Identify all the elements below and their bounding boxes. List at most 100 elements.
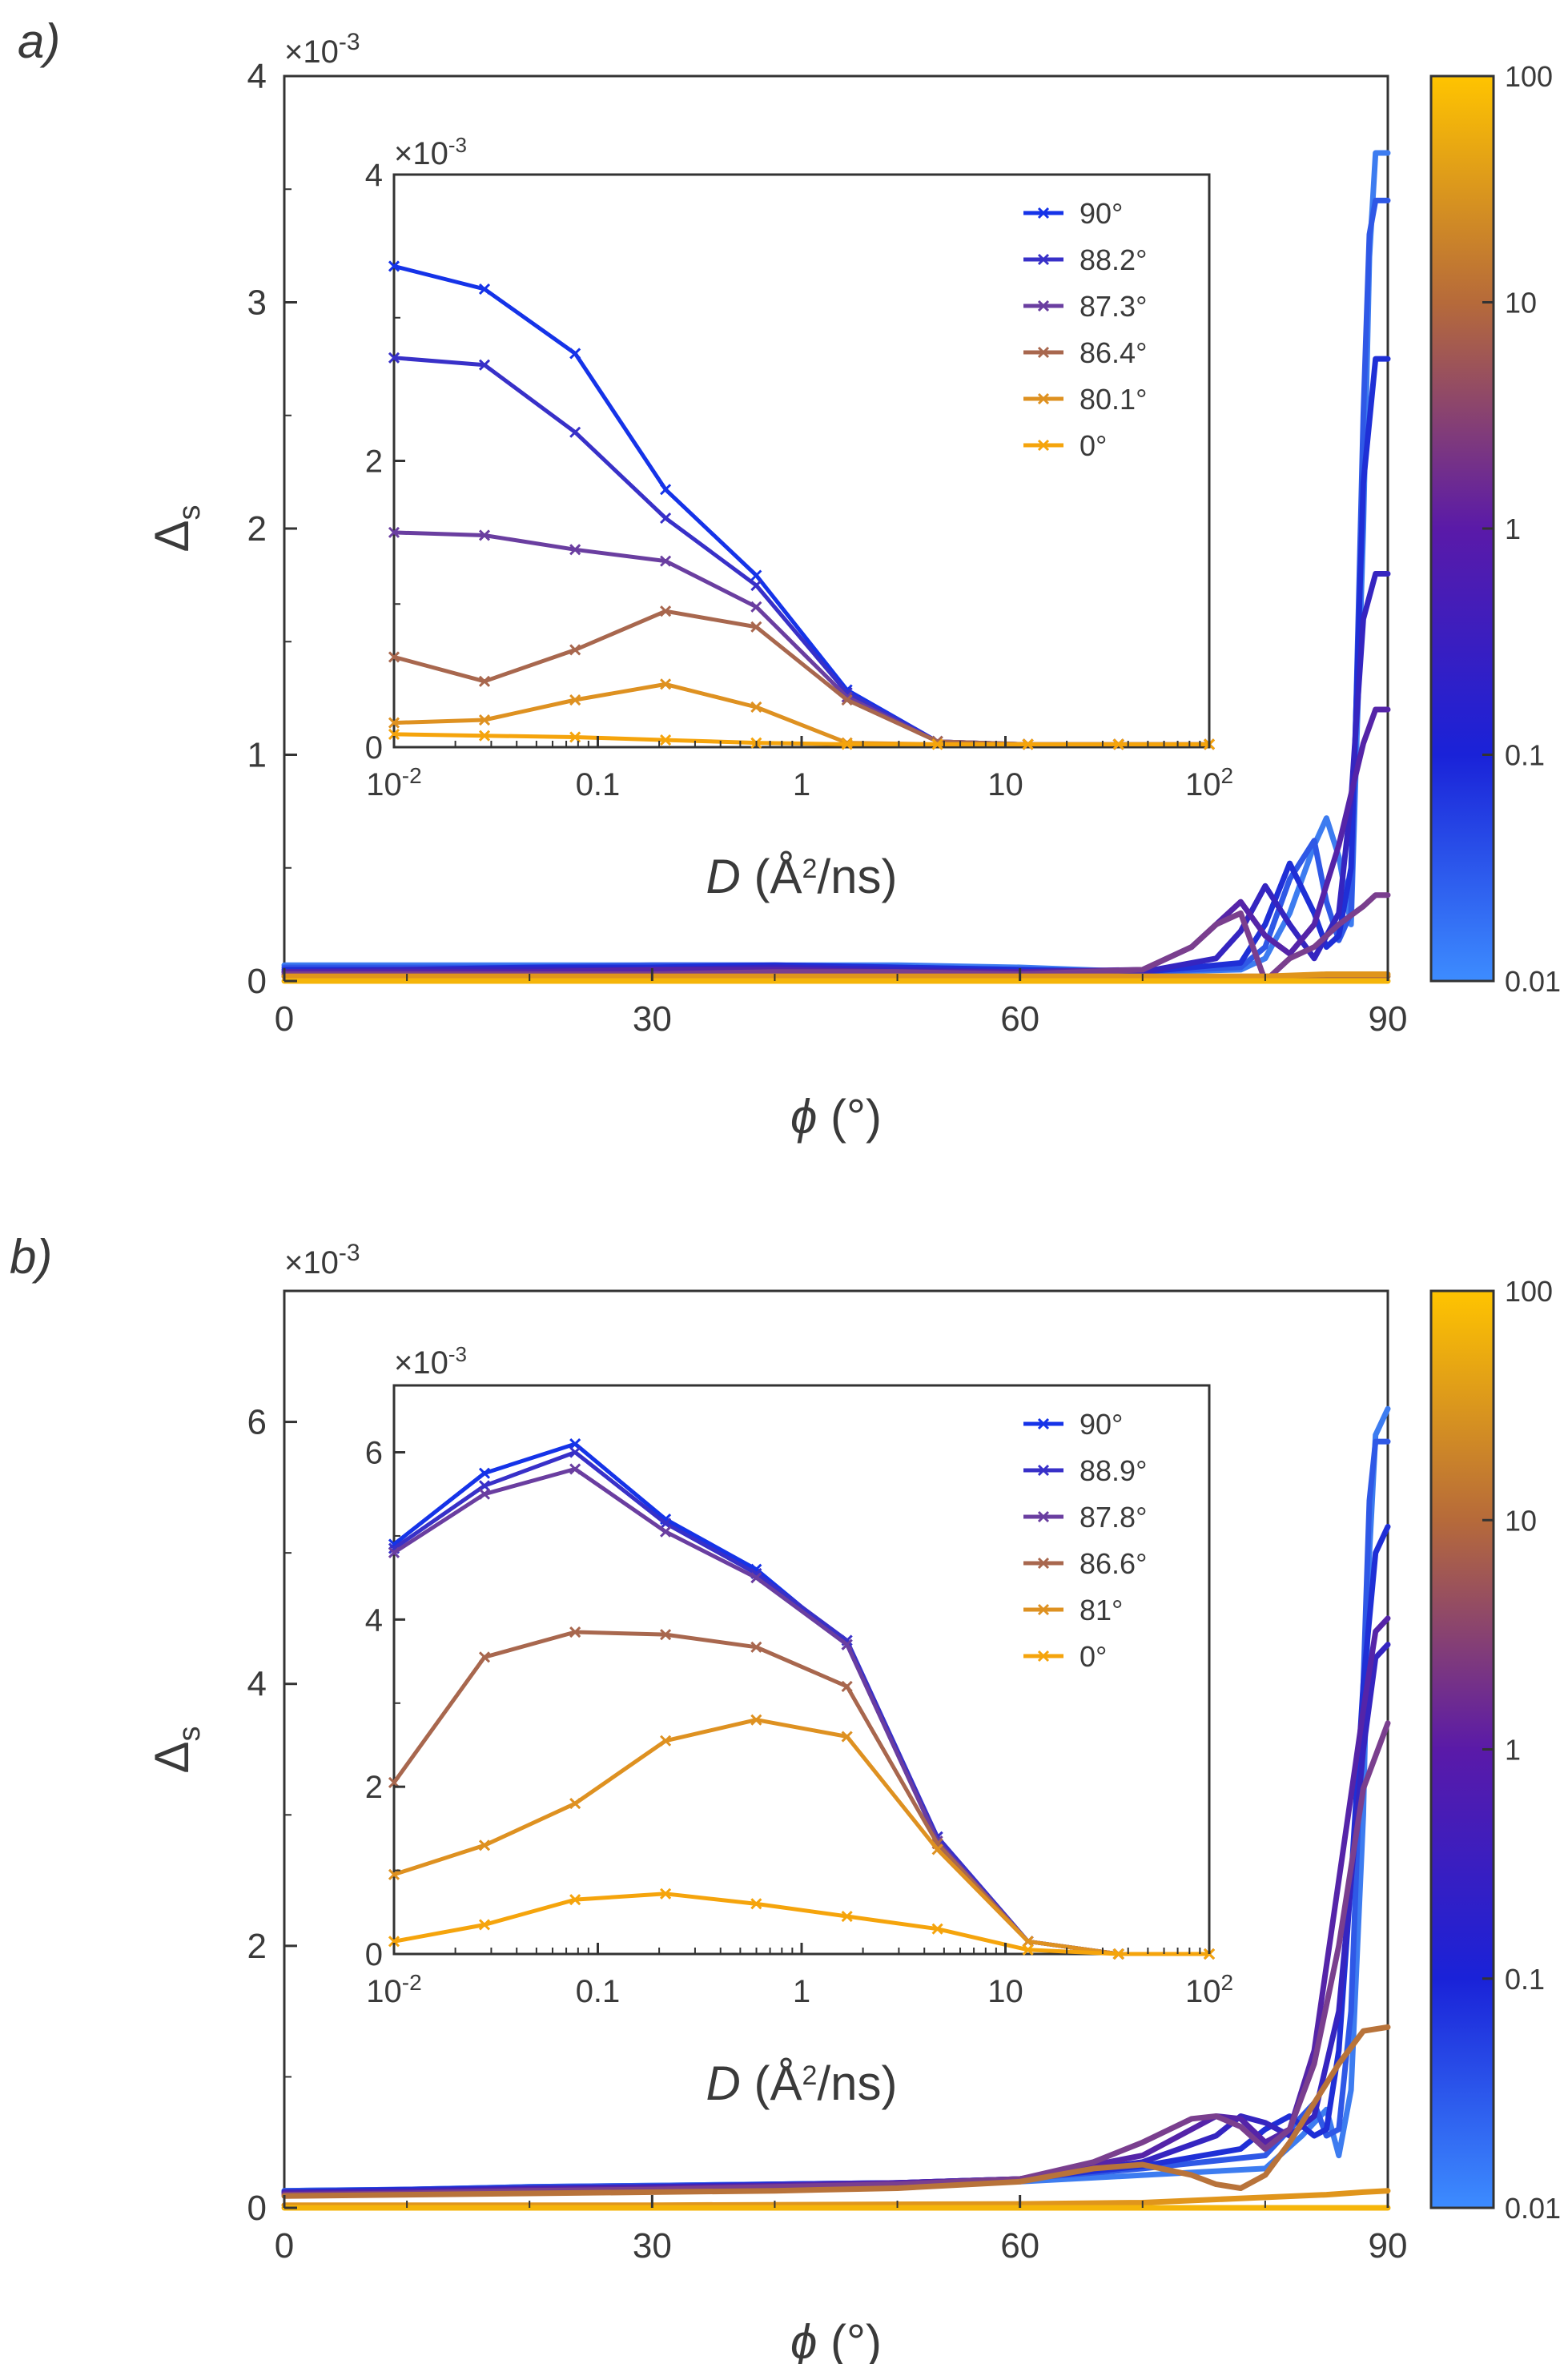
- inset-x-tick-label: 0.1: [576, 767, 621, 802]
- main-ticks: 0 30 60 90 0 1 2 3 4: [247, 57, 1408, 1039]
- main-y-tick-label: 0: [247, 2189, 267, 2228]
- legend-label: 88.2°: [1080, 243, 1147, 276]
- inset-x-tick-label: 1: [793, 1974, 810, 2009]
- inset-data-point: [750, 579, 762, 592]
- inset-ticks: 10-2 0.1 1 10 102 0 2 4: [365, 158, 1233, 802]
- inset-series-group: [388, 260, 1216, 750]
- inset-data-point: [478, 1488, 491, 1500]
- main-y-tick-label: 0: [247, 962, 267, 1001]
- inset-data-point: [750, 1714, 762, 1726]
- inset-data-point: [569, 644, 581, 656]
- inset-data-point: [569, 426, 581, 438]
- main-x-tick-label: 0: [275, 2226, 294, 2266]
- inset-multiplier: ×10-3: [394, 133, 467, 171]
- legend-label: 87.3°: [1080, 290, 1147, 323]
- main-series-group: [281, 1405, 1391, 2211]
- inset-data-point: [660, 678, 672, 690]
- inset-y-tick-label: 6: [365, 1436, 383, 1471]
- inset-y-tick-label: 0: [365, 730, 383, 766]
- legend-label: 86.6°: [1080, 1547, 1147, 1580]
- main-x-tick-label: 60: [1000, 999, 1039, 1039]
- inset-data-point: [478, 1919, 491, 1931]
- inset-data-point: [388, 717, 400, 729]
- inset-y-tick-label: 2: [365, 444, 383, 480]
- main-x-tick-label: 30: [633, 999, 672, 1039]
- main-x-tick-label: 0: [275, 999, 294, 1039]
- inset-x-tick-label: 10-2: [366, 763, 421, 803]
- inset-data-point: [750, 1641, 762, 1653]
- legend-marker: [1037, 1417, 1050, 1430]
- legend-marker: [1037, 392, 1050, 405]
- legend-marker: [1037, 253, 1050, 266]
- inset-data-point: [388, 526, 400, 538]
- inset-y-tick-label: 2: [365, 1770, 383, 1805]
- inset-multiplier: ×10-3: [394, 1342, 467, 1381]
- inset-data-point: [660, 484, 672, 496]
- inset-data-point: [388, 651, 400, 663]
- panel-a: 0 30 60 90 0 1 2 3 4 10-2 0.1 1 10 102 0 2 4 90° 88.2° 87…: [145, 29, 1561, 1144]
- main-y-tick-label: 2: [247, 509, 267, 549]
- inset-data-point: [388, 260, 400, 272]
- legend-label: 80.1°: [1080, 383, 1147, 416]
- inset-data-point: [388, 1936, 400, 1948]
- inset-x-tick-label: 10-2: [366, 1970, 421, 2010]
- legend-label: 86.4°: [1080, 336, 1147, 369]
- legend-marker: [1037, 439, 1050, 452]
- inset-data-point: [478, 714, 491, 726]
- inset-y-tick-label: 0: [365, 1937, 383, 1972]
- inset-x-tick-label: 10: [987, 1974, 1023, 2009]
- inset-data-point: [388, 1868, 400, 1880]
- inset-data-point: [660, 1888, 672, 1900]
- inset-data-point: [478, 359, 491, 371]
- main-y-tick-label: 4: [247, 1665, 267, 1704]
- colorbar-tick-label: 100: [1505, 60, 1553, 93]
- inset-data-point: [388, 352, 400, 364]
- inset-data-point: [569, 1446, 581, 1458]
- inset-data-point: [569, 1797, 581, 1810]
- inset-data-point: [841, 1731, 853, 1743]
- inset-data-point: [750, 569, 762, 581]
- inset-data-point: [750, 701, 762, 714]
- main-y-label: Δs: [145, 1726, 207, 1773]
- inset-data-point: [1022, 1936, 1034, 1948]
- main-x-tick-label: 60: [1000, 2226, 1039, 2266]
- inset-data-point: [478, 730, 491, 742]
- inset-data-point: [569, 544, 581, 556]
- inset-data-point: [660, 1518, 672, 1530]
- legend-label: 87.8°: [1080, 1501, 1147, 1534]
- inset-data-point: [841, 1638, 853, 1650]
- inset-data-point: [750, 1572, 762, 1584]
- inset-data-point: [569, 1626, 581, 1638]
- inset-x-tick-label: 0.1: [576, 1974, 621, 2009]
- inset-data-point: [841, 1680, 853, 1692]
- main-x-label: ϕ (°): [790, 2315, 882, 2364]
- inset-data-point: [478, 1467, 491, 1479]
- colorbar-tick-label: 0.01: [1505, 965, 1561, 998]
- legend-marker: [1037, 1557, 1050, 1570]
- legend-marker: [1037, 300, 1050, 312]
- legend-label: 0°: [1080, 1640, 1107, 1673]
- main-x-tick-label: 90: [1369, 999, 1408, 1039]
- inset-data-point: [478, 283, 491, 296]
- main-x-tick-label: 90: [1369, 2226, 1408, 2266]
- inset-data-point: [660, 1735, 672, 1747]
- inset-x-tick-label: 10: [987, 767, 1023, 802]
- inset-data-point: [478, 1480, 491, 1492]
- legend-marker: [1037, 346, 1050, 359]
- inset-data-point: [1022, 1944, 1034, 1956]
- panel-label-b: b): [10, 1230, 52, 1284]
- inset-data-point: [478, 675, 491, 687]
- inset-data-point: [660, 1629, 672, 1641]
- inset-ticks: 10-2 0.1 1 10 102 0 2 4 6: [365, 1436, 1233, 2009]
- inset-data-point: [388, 728, 400, 740]
- main-series-line-4: [281, 706, 1391, 975]
- main-series-group: [281, 150, 1391, 984]
- main-x-tick-label: 30: [633, 2226, 672, 2266]
- inset-data-point: [569, 1894, 581, 1906]
- colorbar-tick-label: 100: [1505, 1275, 1553, 1308]
- main-y-tick-label: 3: [247, 283, 267, 323]
- inset-data-point: [660, 555, 672, 567]
- inset-x-label: D (Å2/ns): [706, 850, 898, 903]
- inset-series-group: [388, 1438, 1216, 1960]
- inset-x-label: D (Å2/ns): [706, 2056, 898, 2110]
